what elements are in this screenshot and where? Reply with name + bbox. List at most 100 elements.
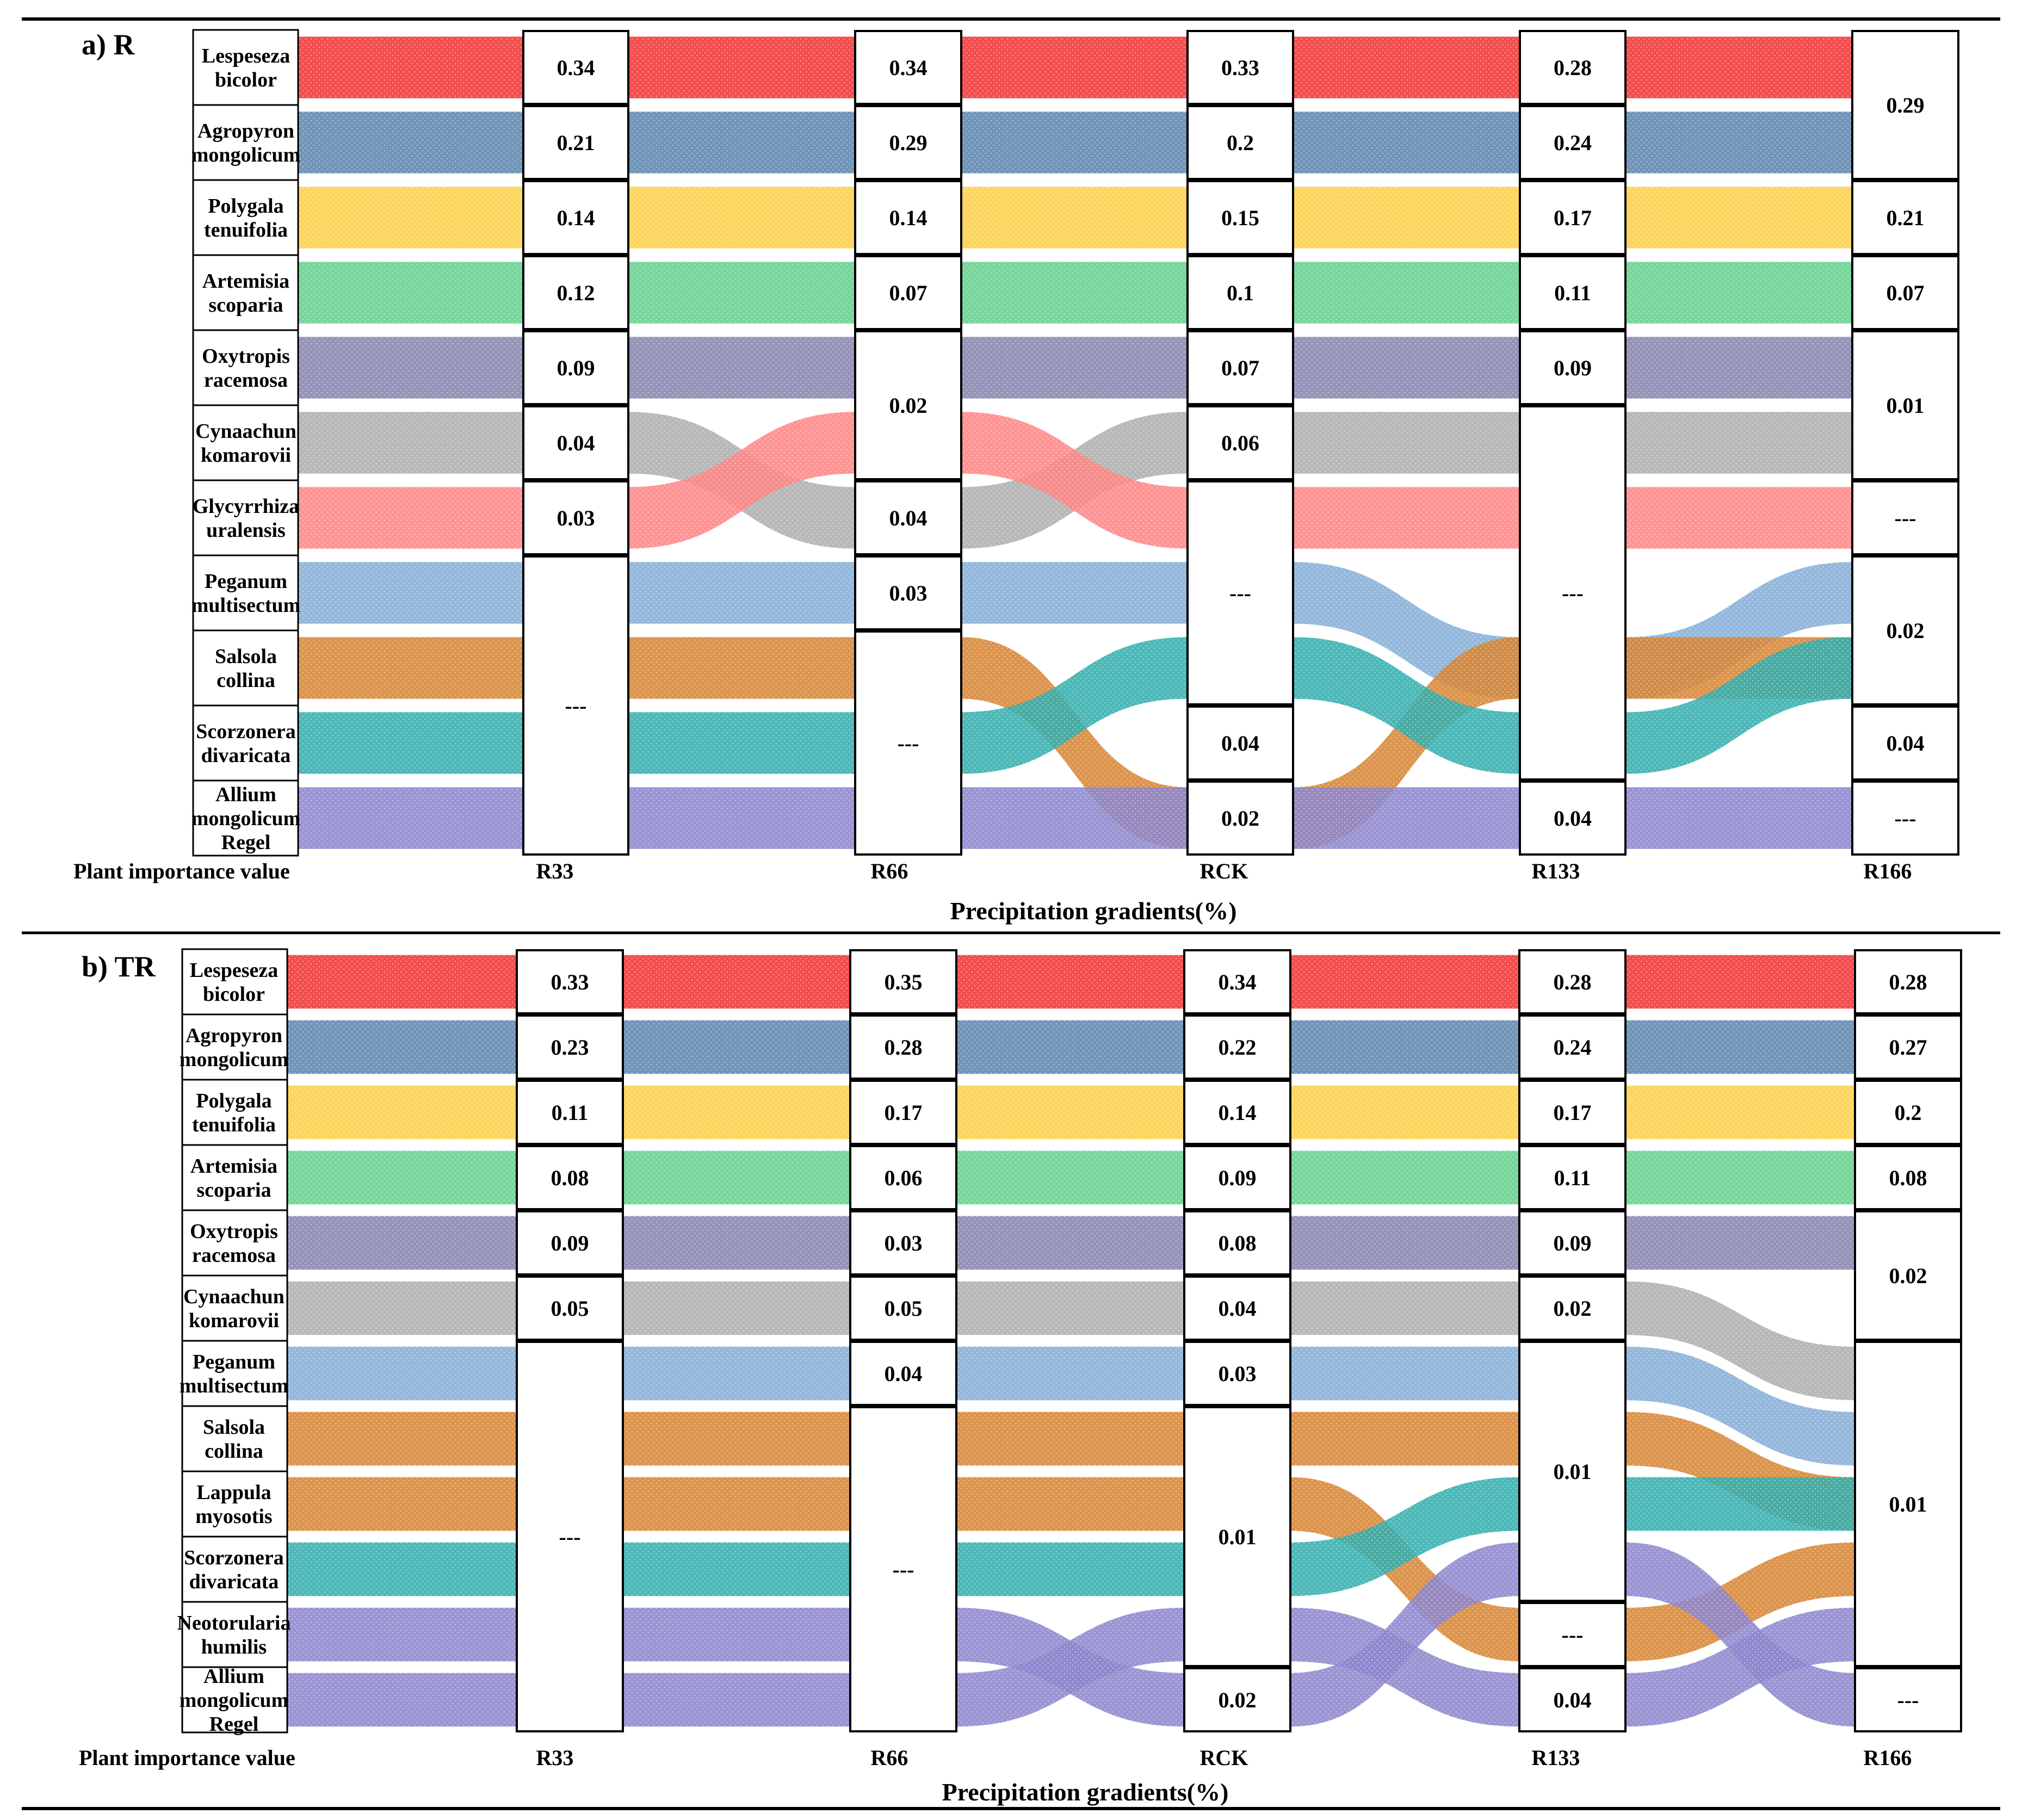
value-cell (849, 1210, 957, 1276)
flow-texture-allium-mongolicum-regel (961, 787, 1188, 849)
value-cell (1518, 1276, 1627, 1341)
species-cell (181, 1601, 288, 1668)
species-name: Lappula (196, 1481, 271, 1504)
species-name: Peganum (193, 1351, 275, 1373)
value-cell (849, 949, 957, 1014)
importance-value: 0.02 (1554, 1296, 1592, 1321)
flow-texture-scorzonera-divaricata (956, 1542, 1184, 1596)
importance-value: --- (1895, 806, 1916, 831)
species-cell (192, 179, 299, 256)
species-cell (192, 404, 299, 481)
flow-texture-polygala-tenuifolia (1293, 187, 1520, 249)
species-labels: LespesezabicolorAgropyronmongolicumPolyg… (177, 948, 290, 1736)
importance-value: 0.06 (885, 1166, 923, 1190)
flow-texture-lespeseza-bicolor (1290, 955, 1519, 1009)
x-axis: R33 R66 RCK R133 R166 (536, 859, 1912, 883)
species-name: Peganum (205, 570, 287, 593)
importance-value: 0.28 (1554, 55, 1592, 80)
flow-texture-salsola-collina (1290, 1412, 1519, 1466)
flow-texture-oxytropis-racemosa (961, 337, 1188, 399)
value-cell (1186, 180, 1294, 255)
flow-texture-artemisia-scoparia (1625, 262, 1852, 324)
value-cell (854, 30, 962, 105)
value-cell (522, 105, 629, 180)
importance-value: 0.34 (557, 55, 595, 80)
flow-texture-oxytropis-racemosa (1293, 337, 1520, 399)
importance-value: 0.22 (1219, 1035, 1257, 1060)
value-cell (1186, 30, 1294, 105)
flow-texture-scorzonera-divaricata (287, 1542, 517, 1596)
importance-value: 0.17 (1554, 1100, 1592, 1125)
value-cell (1186, 255, 1294, 330)
value-cell (1186, 781, 1294, 856)
importance-value: 0.04 (1554, 1688, 1592, 1712)
value-cell (849, 1014, 957, 1080)
flow-texture-allium-mongolicum-regel (1625, 787, 1852, 849)
species-name: collina (205, 1440, 263, 1463)
species-name: Lespeseza (202, 45, 290, 67)
flow-texture-scorzonera-divaricata (298, 712, 523, 774)
flow-texture-allium-mongolicum-regel (623, 1673, 850, 1727)
value-cell (1186, 480, 1294, 705)
flow-texture-agropyron-mongolicum (1625, 112, 1852, 174)
importance-value: 0.05 (885, 1296, 923, 1321)
flow-texture-salsola-collina (623, 1412, 850, 1466)
importance-value: --- (1229, 581, 1251, 605)
flow-texture-agropyron-mongolicum (1625, 1020, 1855, 1074)
x-axis: R33 R66 RCK R133 R166 (536, 1745, 1912, 1770)
flow-texture-glycyrrhiza-uralensis (1625, 487, 1852, 549)
species-cell (192, 629, 299, 707)
value-cell (1183, 949, 1291, 1014)
flow-texture-oxytropis-racemosa (1625, 1216, 1855, 1270)
species-name: uralensis (206, 519, 286, 542)
value-cell (1518, 1080, 1627, 1145)
importance-value: 0.2 (1227, 131, 1254, 155)
value-cell (516, 1210, 624, 1276)
importance-value: --- (559, 1525, 581, 1549)
value-columns: 0.33 0.23 0.11 0.08 0.09 0.05 --- 0.35 0.28 0.17 0… (516, 949, 1962, 1732)
value-cell (1518, 1667, 1627, 1732)
species-name: komarovii (189, 1309, 279, 1332)
importance-value: 0.23 (551, 1035, 589, 1060)
importance-value: 0.03 (889, 581, 927, 605)
value-cell (516, 1276, 624, 1341)
value-cell (1854, 1080, 1962, 1145)
value-cell (1183, 1667, 1291, 1732)
importance-value: 0.06 (1221, 431, 1259, 455)
flow-texture-agropyron-mongolicum (623, 1020, 850, 1074)
value-cell (522, 405, 629, 480)
importance-value: 0.04 (889, 506, 927, 530)
flow-texture-polygala-tenuifolia (623, 1085, 850, 1140)
importance-value: 0.01 (1889, 1492, 1927, 1516)
gradient-label-rck: RCK (1200, 859, 1248, 883)
flow-texture-artemisia-scoparia (956, 1150, 1184, 1205)
flow-texture-cynaachun-komarovii (287, 1281, 517, 1335)
flow-texture-scorzonera-divaricata (1293, 637, 1520, 774)
flow-texture-artemisia-scoparia (287, 1150, 517, 1205)
value-cell (1854, 1341, 1962, 1667)
value-cell (1518, 1602, 1627, 1667)
gradient-label-r166: R166 (1864, 859, 1912, 883)
flow-texture-agropyron-mongolicum (628, 112, 855, 174)
species-name: Oxytropis (190, 1220, 278, 1243)
flow-texture-oxytropis-racemosa (956, 1216, 1184, 1270)
panel-label: a) R (82, 28, 135, 61)
flow-texture-glycyrrhiza-uralensis (628, 412, 855, 549)
value-cell (854, 180, 962, 255)
value-cell (854, 555, 962, 630)
flow-texture-oxytropis-racemosa (1625, 337, 1852, 399)
gradient-label-r33: R33 (536, 1745, 574, 1770)
value-cell (1183, 1014, 1291, 1080)
value-cell (522, 555, 629, 856)
species-name: Salsola (203, 1416, 265, 1439)
value-cell (1519, 330, 1627, 405)
flow-texture-lappula-myosotis (287, 1477, 517, 1531)
importance-value: 0.09 (1554, 356, 1592, 380)
species-cell (192, 554, 299, 632)
value-cell (1186, 405, 1294, 480)
gradient-label-rck: RCK (1200, 1745, 1248, 1770)
flow-texture-lespeseza-bicolor (1625, 36, 1852, 98)
value-cell (1851, 555, 1959, 705)
flow-texture-lappula-myosotis (623, 1477, 850, 1531)
value-cell (522, 255, 629, 330)
